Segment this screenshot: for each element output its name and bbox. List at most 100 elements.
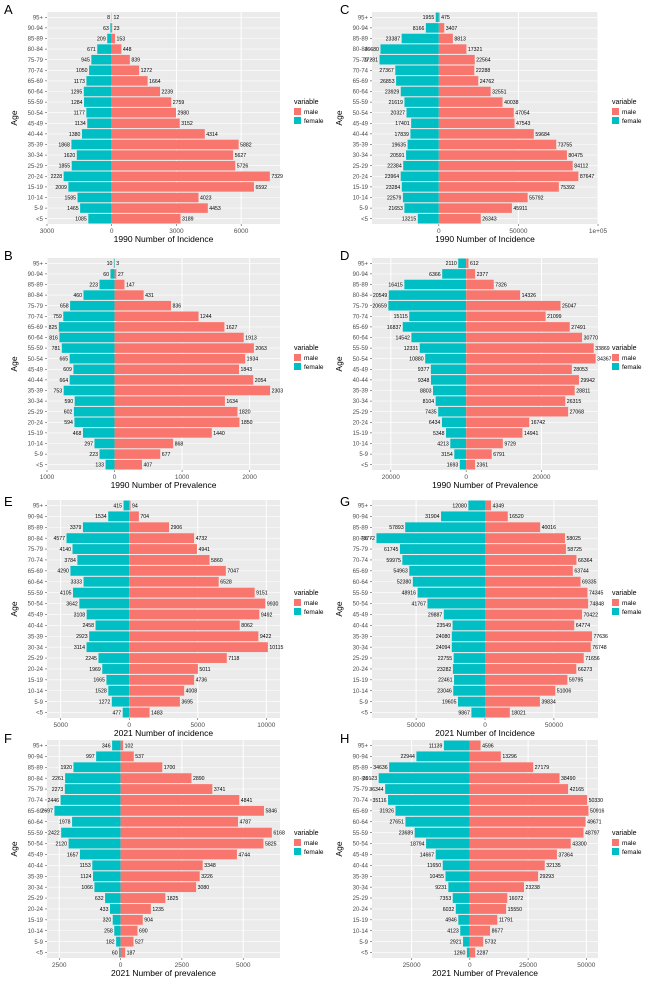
panel-h-label-male-19: 2287 bbox=[477, 950, 489, 956]
panel-b-label-male-0: 3 bbox=[116, 261, 119, 267]
panel-e-label-male-1: 704 bbox=[140, 514, 149, 520]
panel-b-ytick-label: 85-89 bbox=[28, 283, 44, 289]
panel-f-ytick-label: 55-59 bbox=[28, 831, 44, 837]
panel-g-bar-male-2 bbox=[485, 522, 541, 533]
panel-b-ytick-label: 25-29 bbox=[28, 410, 44, 416]
panel-c-label-female-12: 19635 bbox=[392, 142, 407, 148]
panel-e-bar-female-11 bbox=[95, 620, 130, 631]
panel-d-bar-male-18 bbox=[466, 449, 492, 459]
panel-g-ytick-label: 55-59 bbox=[353, 591, 369, 597]
panel-h-label-female-19: 1260 bbox=[454, 950, 466, 956]
panel-c-ytick-label: 55-59 bbox=[353, 100, 369, 106]
panel-g-label-female-17: 23046 bbox=[437, 689, 452, 695]
panel-g-label-male-1: 16520 bbox=[509, 514, 524, 520]
panel-h-bar-female-4 bbox=[385, 784, 470, 794]
panel-f-bar-male-2 bbox=[120, 762, 163, 773]
panel-c-legend-label-female: female bbox=[622, 118, 642, 125]
panel-h-label-female-10: 14667 bbox=[420, 852, 435, 858]
panel-c-ytick-label: 15-19 bbox=[353, 185, 369, 191]
panel-a-bar-male-3 bbox=[111, 44, 122, 54]
panel-e-ytick-label: 15-19 bbox=[28, 678, 44, 684]
panel-d: D 2110 612 95+ 6366 2377 90-94 16415 7326 85-89 20… bbox=[334, 248, 642, 490]
panel-c-legend-swatch-female bbox=[612, 117, 619, 124]
panel-a-legend-swatch-male bbox=[294, 108, 301, 115]
panel-e-bar-male-11 bbox=[129, 620, 240, 631]
panel-b-letter: B bbox=[4, 248, 13, 263]
panel-h-bar-male-14 bbox=[469, 893, 508, 903]
panel-f-legend-label-female: female bbox=[304, 849, 324, 856]
panel-g-bar-male-19 bbox=[485, 707, 510, 718]
panel-c-ytick-label: 45-49 bbox=[353, 121, 369, 127]
panel-d-label-male-17: 9729 bbox=[504, 441, 516, 447]
panel-g-bar-male-13 bbox=[485, 642, 591, 653]
panel-d-xtick-label: 20000 bbox=[532, 474, 550, 481]
panel-g-yaxis-title: Age bbox=[334, 601, 344, 616]
panel-g-label-male-7: 69335 bbox=[582, 580, 597, 586]
panel-d-label-female-17: 4213 bbox=[437, 441, 449, 447]
panel-f-xtick-label: 2500 bbox=[175, 962, 190, 969]
panel-h-label-female-9: 18794 bbox=[410, 841, 425, 847]
panel-g-label-male-6: 63744 bbox=[574, 569, 589, 575]
panel-f-bar-male-15 bbox=[120, 904, 151, 914]
panel-e-bar-male-18 bbox=[129, 696, 180, 707]
panel-h-xaxis-title: 2021 Number of Prevalence bbox=[432, 968, 538, 978]
panel-b-ytick-label: 50-54 bbox=[28, 357, 44, 363]
panel-b-label-female-9: 665 bbox=[59, 357, 68, 363]
panel-a-label-male-7: 2239 bbox=[162, 89, 174, 95]
panel-g-ytick-label: 60-64 bbox=[353, 580, 369, 586]
panel-d-xtick-label: 0 bbox=[464, 474, 468, 481]
panel-g-bar-male-17 bbox=[485, 685, 556, 696]
panel-d-ytick-label: 15-19 bbox=[353, 431, 369, 437]
panel-b-bar-male-14 bbox=[114, 406, 238, 417]
panel-g-bar-male-18 bbox=[485, 696, 540, 707]
panel-a-bar-female-5 bbox=[89, 65, 112, 76]
panel-g-ytick-label: 85-89 bbox=[353, 525, 369, 531]
panel-g-bar-female-9 bbox=[427, 598, 485, 609]
panel-h-ytick-label: 90-94 bbox=[353, 754, 369, 760]
panel-g-xtick-label: 0 bbox=[483, 722, 487, 729]
panel-c-label-male-18: 45911 bbox=[513, 206, 527, 212]
panel-b-label-male-3: 431 bbox=[145, 293, 154, 299]
panel-c-ytick-label: 90-94 bbox=[353, 26, 369, 32]
panel-d-bar-male-8 bbox=[466, 343, 594, 353]
panel-g-bar-male-3 bbox=[485, 533, 565, 544]
panel-f-bar-male-10 bbox=[120, 849, 237, 860]
panel-b-bar-male-11 bbox=[114, 375, 254, 385]
panel-h-bar-male-8 bbox=[469, 827, 584, 838]
panel-a-label-female-7: 1295 bbox=[71, 89, 83, 95]
panel-f: F 346 102 95+ 997 537 90-94 1920 1700 85-89 2261 28… bbox=[4, 731, 324, 978]
panel-a-label-female-12: 1868 bbox=[58, 142, 70, 148]
panel-a-bar-female-16 bbox=[68, 182, 112, 192]
panel-c-bar-female-1 bbox=[425, 23, 439, 33]
panel-g-ytick-label: 95+ bbox=[358, 504, 369, 510]
panel-f-label-male-3: 2890 bbox=[193, 776, 205, 782]
panel-d-label-female-14: 7435 bbox=[425, 410, 437, 416]
panel-a-ytick-label: 50-54 bbox=[28, 111, 44, 117]
panel-c-bar-female-9 bbox=[406, 107, 439, 118]
panel-d-label-female-10: 9377 bbox=[418, 367, 430, 373]
panel-a-label-female-6: 1173 bbox=[74, 79, 85, 85]
panel-f-label-female-2: 1920 bbox=[60, 765, 72, 771]
panel-c-label-male-3: 17321 bbox=[468, 47, 483, 53]
panel-e-label-male-14: 7118 bbox=[228, 656, 239, 662]
panel-d-bar-male-1 bbox=[466, 269, 476, 279]
panel-b-bar-male-13 bbox=[114, 396, 225, 406]
panel-a-ytick-label: 80-84 bbox=[28, 47, 44, 53]
panel-e-legend-label-male: male bbox=[304, 600, 318, 607]
panel-h-bar-female-3 bbox=[378, 773, 470, 784]
panel-h-bar-male-19 bbox=[469, 947, 476, 958]
panel-e-ytick-label: 90-94 bbox=[28, 514, 44, 520]
panel-e-bar-female-12 bbox=[89, 631, 130, 642]
panel-a-bar-male-2 bbox=[111, 33, 116, 44]
panel-a-bar-female-2 bbox=[107, 33, 112, 44]
panel-a-ytick-label: 35-39 bbox=[28, 143, 44, 149]
panel-e-label-male-0: 94 bbox=[132, 503, 138, 509]
panel-b-label-female-10: 609 bbox=[63, 367, 72, 373]
panel-a-ytick-label: 95+ bbox=[33, 15, 44, 21]
panel-c-bar-male-15 bbox=[438, 171, 579, 182]
panel-g-bar-female-4 bbox=[399, 544, 485, 554]
panel-d-ytick-label: 30-34 bbox=[353, 399, 369, 405]
panel-c-xtick-label: 0 bbox=[437, 228, 441, 235]
panel-b-bar-female-16 bbox=[82, 428, 115, 438]
panel-b-label-male-9: 1934 bbox=[247, 357, 259, 363]
